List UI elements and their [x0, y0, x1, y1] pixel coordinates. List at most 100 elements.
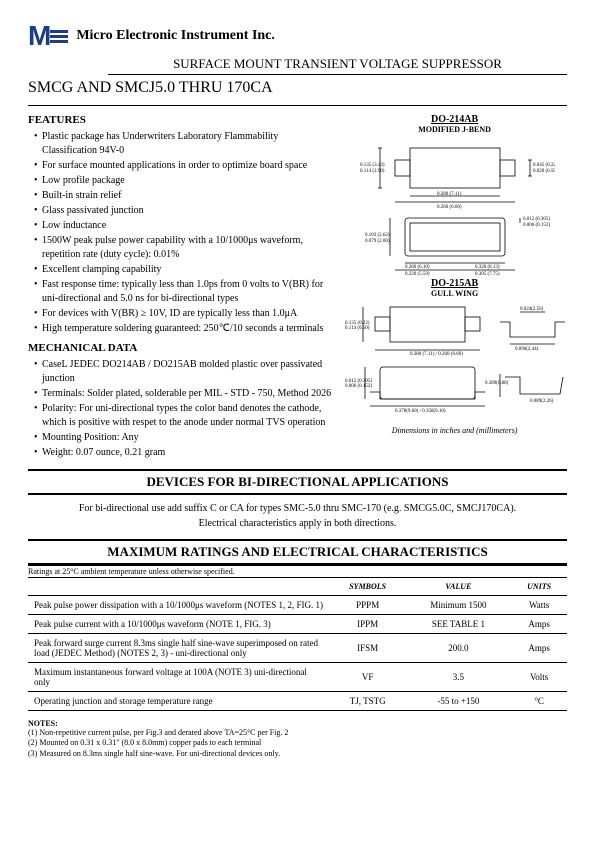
- mechanical-item: CaseL JEDEC DO214AB / DO215AB molded pla…: [34, 358, 332, 386]
- table-row: Peak pulse current with a 10/1000μs wave…: [28, 615, 567, 634]
- cell-unit: Watts: [511, 596, 567, 615]
- feature-item: Fast response time: typically less than …: [34, 278, 332, 306]
- logo-m: M: [28, 20, 48, 52]
- table-row: Maximum instantaneous forward voltage at…: [28, 663, 567, 692]
- svg-text:0.114 (0.50): 0.114 (0.50): [345, 326, 370, 331]
- cell-unit: Amps: [511, 615, 567, 634]
- logo-lines: [50, 28, 68, 45]
- features-list: Plastic package has Underwriters Laborat…: [28, 130, 332, 336]
- svg-text:0.305 (7.75): 0.305 (7.75): [475, 272, 500, 277]
- ratings-note: Ratings at 25°C ambient temperature unle…: [28, 565, 567, 578]
- cell-sym: IFSM: [330, 634, 406, 663]
- svg-text:0.079 (2.00): 0.079 (2.00): [365, 239, 390, 244]
- ratings-table: SYMBOLS VALUE UNITS Peak pulse power dis…: [28, 578, 567, 711]
- table-row: Peak pulse power dissipation with a 10/1…: [28, 596, 567, 615]
- cell-val: SEE TABLE 1: [406, 615, 512, 634]
- table-row: Peak forward surge current 8.3ms single …: [28, 634, 567, 663]
- feature-item: Built-in strain relief: [34, 189, 332, 203]
- bidir-text1: For bi-directional use add suffix C or C…: [79, 503, 516, 514]
- notes-heading: NOTES:: [28, 719, 567, 728]
- feature-item: Excellent clamping capability: [34, 263, 332, 277]
- svg-text:0.089(2.26): 0.089(2.26): [530, 399, 554, 404]
- svg-text:0.280 (7.11): 0.280 (7.11): [437, 192, 462, 197]
- feature-item: Low profile package: [34, 174, 332, 188]
- main-content: FEATURES Plastic package has Underwriter…: [28, 114, 567, 461]
- cell-desc: Operating junction and storage temperatu…: [28, 692, 330, 711]
- mechanical-item: Polarity: For uni-directional types the …: [34, 402, 332, 430]
- cell-sym: VF: [330, 663, 406, 692]
- features-heading: FEATURES: [28, 114, 332, 126]
- note-item: (2) Mounted on 0.31 x 0.31" (8.0 x 8.0mm…: [28, 738, 567, 748]
- logo: M: [28, 20, 68, 52]
- cell-val: 200.0: [406, 634, 512, 663]
- bidir-heading: DEVICES FOR BI-DIRECTIONAL APPLICATIONS: [28, 469, 567, 495]
- product-title: SMCG AND SMCJ5.0 THRU 170CA: [28, 79, 567, 97]
- svg-text:0.260 (6.60): 0.260 (6.60): [437, 205, 462, 210]
- svg-text:0.280 (7.11) / 0.260 (6.60): 0.280 (7.11) / 0.260 (6.60): [410, 352, 463, 357]
- subtitle: SURFACE MOUNT TRANSIENT VOLTAGE SUPPRESS…: [108, 56, 567, 75]
- svg-text:0.012 (0.305): 0.012 (0.305): [523, 217, 550, 222]
- left-column: FEATURES Plastic package has Underwriter…: [28, 114, 332, 461]
- dim-note: Dimensions in inches and (millimeters): [342, 426, 567, 435]
- note-item: (3) Measured on 8.3ms single half sine-w…: [28, 749, 567, 759]
- mechanical-item: Mounting Position: Any: [34, 431, 332, 445]
- cell-sym: PPPM: [330, 596, 406, 615]
- feature-item: Plastic package has Underwriters Laborat…: [34, 130, 332, 158]
- divider: [28, 105, 567, 106]
- svg-text:0.220 (5.59): 0.220 (5.59): [405, 272, 430, 277]
- svg-text:0.006 (0.152): 0.006 (0.152): [345, 384, 372, 389]
- pkg1-title: DO-214AB: [342, 114, 567, 125]
- pkg2-diagram: 0.135 (0.22) 0.114 (0.50) 0.024(2.56) 0.…: [345, 302, 565, 422]
- feature-item: High temperature soldering guaranteed: 2…: [34, 322, 332, 336]
- pkg1-sub: MODIFIED J-BEND: [342, 125, 567, 134]
- cell-desc: Peak pulse power dissipation with a 10/1…: [28, 596, 330, 615]
- feature-item: Low inductance: [34, 219, 332, 233]
- svg-text:0.103 (2.62): 0.103 (2.62): [365, 233, 390, 238]
- mechanical-heading: MECHANICAL DATA: [28, 342, 332, 354]
- svg-text:0.096(2.44): 0.096(2.44): [515, 347, 539, 352]
- bidir-text: For bi-directional use add suffix C or C…: [28, 501, 567, 531]
- note-item: (1) Non-repetitive current pulse, per Fi…: [28, 728, 567, 738]
- col-symbols: SYMBOLS: [330, 578, 406, 596]
- cell-desc: Peak forward surge current 8.3ms single …: [28, 634, 330, 663]
- cell-val: Minimum 1500: [406, 596, 512, 615]
- feature-item: 1500W peak pulse power capability with a…: [34, 234, 332, 262]
- svg-text:0.389(0.88): 0.389(0.88): [485, 381, 509, 386]
- svg-text:0.114 (2.90): 0.114 (2.90): [360, 169, 385, 174]
- cell-val: 3.5: [406, 663, 512, 692]
- header: M Micro Electronic Instrument Inc.: [28, 20, 567, 52]
- svg-text:0.135 (3.43): 0.135 (3.43): [360, 163, 385, 168]
- cell-desc: Maximum instantaneous forward voltage at…: [28, 663, 330, 692]
- ratings-heading: MAXIMUM RATINGS AND ELECTRICAL CHARACTER…: [28, 539, 567, 565]
- pkg2-sub: GULL WING: [342, 289, 567, 298]
- feature-item: For surface mounted applications in orde…: [34, 159, 332, 173]
- svg-text:0.320 (8.13): 0.320 (8.13): [475, 265, 500, 270]
- svg-text:0.378(9.60) / 0.358(9.10): 0.378(9.60) / 0.358(9.10): [395, 409, 446, 414]
- bidir-text2: Electrical characteristics apply in both…: [199, 518, 397, 529]
- svg-text:0.045 (0.22): 0.045 (0.22): [533, 163, 555, 168]
- pkg2-title: DO-215AB: [342, 278, 567, 289]
- cell-sym: TJ, TSTG: [330, 692, 406, 711]
- mechanical-item: Terminals: Solder plated, solderable per…: [34, 387, 332, 401]
- right-column: DO-214AB MODIFIED J-BEND: [342, 114, 567, 461]
- cell-sym: IPPM: [330, 615, 406, 634]
- table-row: Operating junction and storage temperatu…: [28, 692, 567, 711]
- svg-text:0.260 (6.10): 0.260 (6.10): [405, 265, 430, 270]
- col-units: UNITS: [511, 578, 567, 596]
- company-name: Micro Electronic Instrument Inc.: [76, 28, 275, 44]
- cell-unit: °C: [511, 692, 567, 711]
- cell-val: -55 to +150: [406, 692, 512, 711]
- svg-text:0.006 (0.152): 0.006 (0.152): [523, 223, 550, 228]
- mechanical-item: Weight: 0.07 ounce, 0.21 gram: [34, 446, 332, 460]
- mechanical-list: CaseL JEDEC DO214AB / DO215AB molded pla…: [28, 358, 332, 460]
- col-value: VALUE: [406, 578, 512, 596]
- pkg1-diagram: 0.135 (3.43) 0.114 (2.90) 0.045 (0.22) 0…: [355, 138, 555, 278]
- cell-unit: Volts: [511, 663, 567, 692]
- svg-text:0.024(2.56): 0.024(2.56): [520, 307, 544, 312]
- svg-text:0.020 (0.50): 0.020 (0.50): [533, 169, 555, 174]
- notes-list: (1) Non-repetitive current pulse, per Fi…: [28, 728, 567, 759]
- feature-item: For devices with V(BR) ≥ 10V, ID are typ…: [34, 307, 332, 321]
- cell-unit: Amps: [511, 634, 567, 663]
- feature-item: Glass passivated junction: [34, 204, 332, 218]
- cell-desc: Peak pulse current with a 10/1000μs wave…: [28, 615, 330, 634]
